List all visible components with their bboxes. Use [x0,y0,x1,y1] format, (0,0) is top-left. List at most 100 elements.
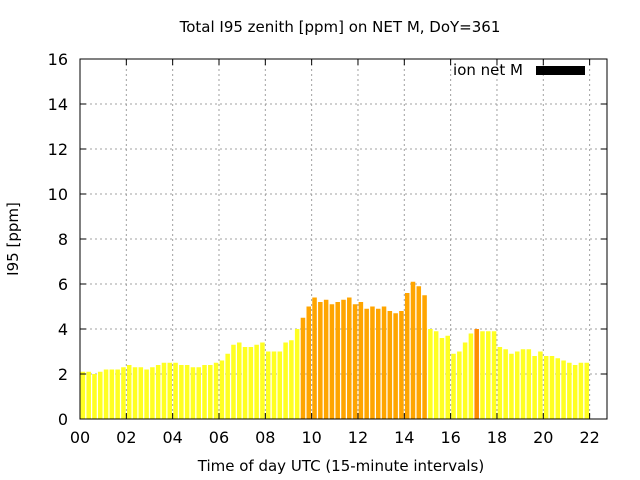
bar [92,374,97,419]
bar [225,353,230,419]
bar [399,311,404,419]
bar [260,342,265,419]
bar [578,362,584,419]
bar [126,365,132,419]
bar [213,362,219,419]
y-tick-label: 0 [58,410,68,429]
bar [109,369,115,419]
x-tick-label: 12 [348,428,368,447]
bar [283,342,288,419]
grid-layer [80,59,607,419]
bar [80,371,86,419]
chart-title: Total I95 zenith [ppm] on NET M, DoY=361 [179,18,501,36]
bar [451,353,456,419]
bar [86,371,91,419]
bar [549,356,555,419]
y-axis-label: I95 [ppm] [4,202,22,276]
y-tick-label: 6 [58,275,68,294]
bar [132,367,138,419]
bar [289,340,294,419]
bar [358,302,364,419]
y-axis-ticks: 0 2 4 6 8 10 12 14 16 [48,50,607,429]
x-tick-label: 08 [255,428,275,447]
bar [503,349,508,419]
x-axis-label: Time of day UTC (15-minute intervals) [197,457,484,475]
bar [254,344,259,419]
bar [144,369,149,419]
bar [271,351,277,419]
bar [538,351,543,419]
bar [103,369,109,419]
bar [509,353,514,419]
bar [404,293,410,419]
bar [457,351,462,419]
bar [433,331,439,419]
y-tick-label: 4 [58,320,68,339]
bars-layer [80,281,589,419]
bar [480,331,485,419]
bar [428,329,433,419]
x-tick-label: 20 [533,428,553,447]
bar [422,295,427,419]
x-tick-label: 18 [487,428,507,447]
bar [561,360,566,419]
bar [196,367,201,419]
bar [161,362,167,419]
x-tick-label: 10 [301,428,321,447]
bar [347,297,352,419]
bar [410,281,416,419]
bar [150,367,155,419]
bar [115,369,120,419]
bar [341,299,346,419]
legend-label: ion net M [453,61,523,79]
x-tick-label: 00 [70,428,90,447]
bar [265,351,271,419]
x-tick-label: 22 [579,428,599,447]
bar [318,302,323,419]
y-tick-label: 2 [58,365,68,384]
bar [526,349,532,419]
bar [184,365,190,419]
bar [179,365,184,419]
bar [208,365,213,419]
bar [242,347,248,419]
bar [219,360,225,419]
bar [155,365,161,419]
bar [497,347,503,419]
y-tick-label: 14 [48,95,68,114]
bar [202,365,207,419]
x-axis-ticks: 00 02 04 06 08 10 12 14 16 18 20 22 [70,59,600,447]
bar [335,302,340,419]
bar [439,338,445,419]
x-tick-label: 04 [162,428,182,447]
bar [584,362,589,419]
bar [306,306,312,419]
bar [567,362,572,419]
y-tick-label: 10 [48,185,68,204]
legend-swatch [536,66,585,75]
bar [387,311,393,419]
bar [190,367,196,419]
bar [445,335,451,419]
bar [416,286,422,419]
bar [300,317,306,419]
x-tick-label: 02 [116,428,136,447]
bar [329,304,335,419]
bar [393,313,398,419]
y-tick-label: 16 [48,50,68,69]
bar [236,342,242,419]
bar [381,306,387,419]
bar [277,351,283,419]
bar [491,331,497,419]
bar [474,329,479,419]
y-tick-label: 12 [48,140,68,159]
bar [323,299,329,419]
bar [370,306,375,419]
x-tick-label: 06 [209,428,229,447]
bar [167,362,173,419]
bar [468,333,474,419]
bar [520,349,526,419]
x-tick-label: 16 [440,428,460,447]
bar [173,362,178,419]
bar [486,331,491,419]
